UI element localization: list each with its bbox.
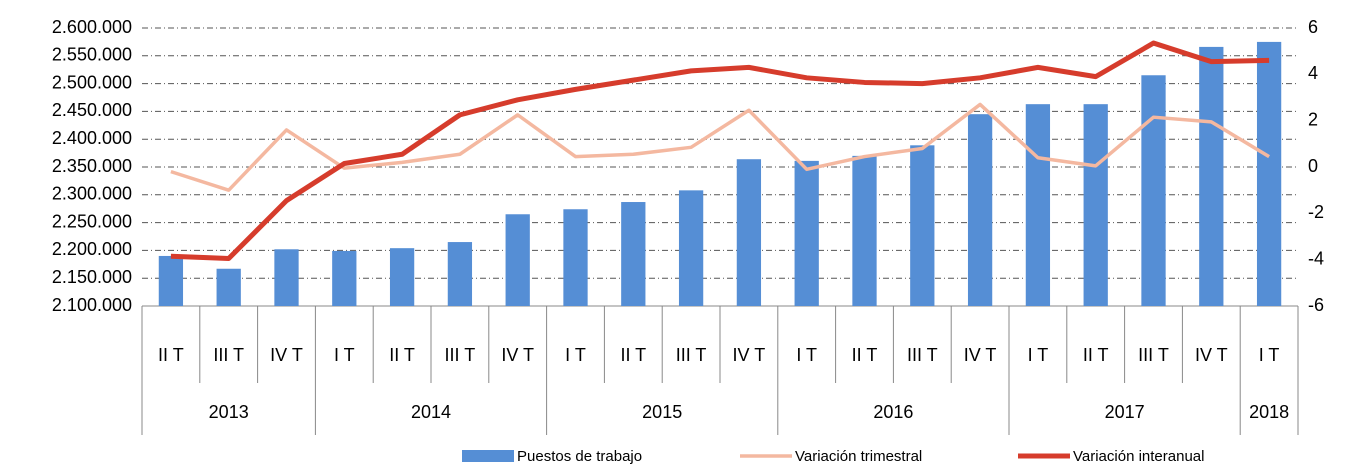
bar — [736, 159, 762, 306]
legend-label: Variación interanual — [1073, 448, 1204, 465]
y2-tick-label: 2 — [1308, 109, 1318, 129]
y-tick-label: 2.550.000 — [52, 45, 132, 65]
x-tick-label: II T — [1083, 345, 1109, 365]
x-tick-label: III T — [213, 345, 244, 365]
x-tick-label: IV T — [733, 345, 766, 365]
y-tick-label: 2.100.000 — [52, 295, 132, 315]
x-tick-label: IV T — [501, 345, 534, 365]
x-group-label: 2017 — [1105, 402, 1145, 422]
bar — [1256, 41, 1282, 307]
y2-tick-label: -6 — [1308, 295, 1324, 315]
y-tick-label: 2.300.000 — [52, 184, 132, 204]
y-tick-label: 2.450.000 — [52, 100, 132, 120]
x-tick-label: I T — [796, 345, 817, 365]
x-group-label: 2015 — [642, 402, 682, 422]
legend-swatch — [462, 450, 514, 462]
x-group-label: 2014 — [411, 402, 451, 422]
bar — [332, 250, 357, 306]
legend-label: Variación trimestral — [795, 448, 922, 465]
bar — [1025, 104, 1051, 306]
y-tick-label: 2.250.000 — [52, 211, 132, 231]
x-tick-label: II T — [158, 345, 184, 365]
x-tick-label: I T — [565, 345, 586, 365]
bar — [1141, 75, 1166, 306]
bar — [1083, 104, 1108, 306]
x-tick-label: IV T — [270, 345, 303, 365]
legend-label: Puestos de trabajo — [517, 448, 642, 465]
bar — [158, 255, 184, 306]
x-tick-label: I T — [334, 345, 355, 365]
bar — [794, 160, 819, 306]
bar — [505, 214, 530, 306]
bar — [447, 242, 473, 306]
bar — [563, 209, 588, 306]
x-tick-label: I T — [1028, 345, 1049, 365]
y2-tick-label: -4 — [1308, 248, 1324, 268]
bar — [910, 145, 935, 306]
x-group-label: 2016 — [873, 402, 913, 422]
x-tick-label: III T — [676, 345, 707, 365]
y2-tick-label: 0 — [1308, 156, 1318, 176]
x-tick-label: III T — [907, 345, 938, 365]
bar — [852, 155, 877, 306]
bar — [1199, 46, 1224, 307]
x-tick-label: IV T — [1195, 345, 1228, 365]
y-tick-label: 2.200.000 — [52, 239, 132, 259]
x-tick-label: I T — [1259, 345, 1280, 365]
y2-tick-label: 6 — [1308, 17, 1318, 37]
y-tick-label: 2.600.000 — [52, 17, 132, 37]
x-tick-label: II T — [620, 345, 646, 365]
bar — [678, 190, 704, 306]
y2-tick-label: 4 — [1308, 63, 1318, 83]
x-group-label: 2018 — [1249, 402, 1289, 422]
x-tick-label: III T — [445, 345, 476, 365]
bar — [389, 248, 415, 306]
x-tick-label: III T — [1138, 345, 1169, 365]
x-group-label: 2013 — [209, 402, 249, 422]
line — [170, 102, 1271, 192]
y-tick-label: 2.500.000 — [52, 72, 132, 92]
x-tick-label: II T — [389, 345, 415, 365]
y-tick-label: 2.400.000 — [52, 128, 132, 148]
y-tick-label: 2.150.000 — [52, 267, 132, 287]
x-tick-label: II T — [852, 345, 878, 365]
bar — [967, 114, 993, 307]
y-tick-label: 2.350.000 — [52, 156, 132, 176]
x-tick-label: IV T — [964, 345, 997, 365]
line — [170, 40, 1270, 262]
bar — [216, 268, 241, 306]
bar — [274, 249, 299, 306]
y2-tick-label: -2 — [1308, 202, 1324, 222]
bar — [621, 202, 646, 306]
